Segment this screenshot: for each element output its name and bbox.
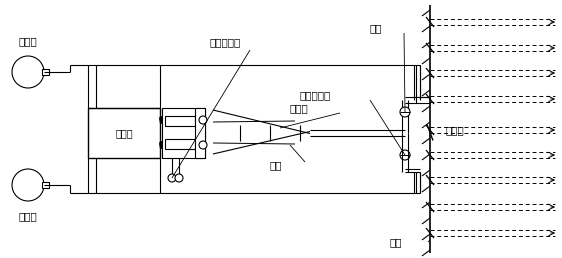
Text: 地层: 地层 <box>390 237 402 247</box>
Circle shape <box>168 174 176 182</box>
Text: 蓄浆池: 蓄浆池 <box>19 211 38 221</box>
Bar <box>165 139 195 149</box>
Bar <box>88 108 160 158</box>
Circle shape <box>12 169 44 201</box>
Circle shape <box>199 141 207 149</box>
Bar <box>42 182 49 188</box>
Text: 孔口压力表: 孔口压力表 <box>300 90 331 100</box>
Circle shape <box>12 56 44 88</box>
Bar <box>195 108 205 158</box>
Bar <box>42 69 49 75</box>
Circle shape <box>199 116 207 124</box>
Circle shape <box>400 150 410 160</box>
Text: 搅拌机: 搅拌机 <box>19 36 38 46</box>
Text: 混合器: 混合器 <box>290 103 309 113</box>
Text: 管路: 管路 <box>270 160 283 170</box>
Bar <box>165 116 195 126</box>
Text: 球阀: 球阀 <box>370 23 383 33</box>
Circle shape <box>175 174 183 182</box>
Bar <box>162 108 205 158</box>
Text: 小导管: 小导管 <box>445 125 464 135</box>
Text: 注浆泵: 注浆泵 <box>115 128 133 138</box>
Text: 泵口压力表: 泵口压力表 <box>210 37 241 47</box>
Circle shape <box>400 107 410 117</box>
